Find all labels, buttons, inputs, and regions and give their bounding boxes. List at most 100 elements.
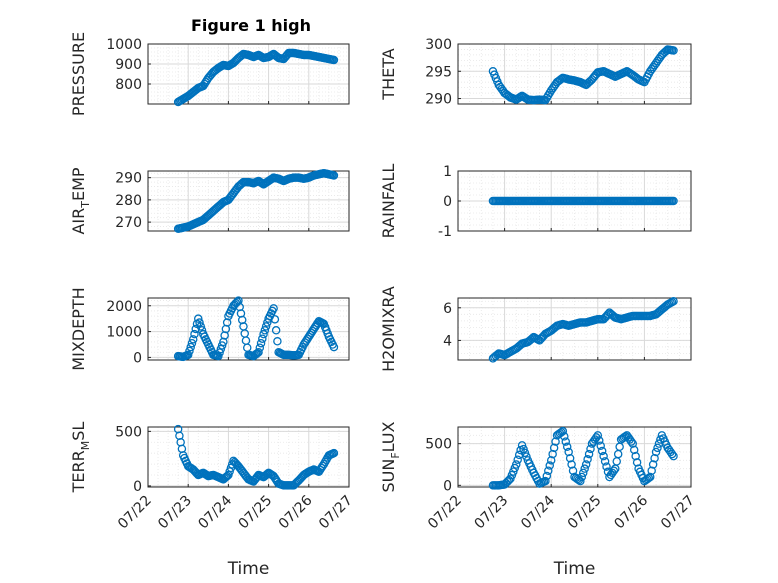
data-point — [576, 318, 585, 327]
data-point — [309, 324, 319, 334]
data-point — [225, 467, 234, 476]
data-point — [611, 313, 620, 322]
data-point — [541, 95, 550, 105]
data-point — [324, 170, 334, 179]
x-tick-label: 07/23 — [472, 493, 512, 533]
data-point — [551, 437, 560, 446]
data-point — [648, 460, 658, 469]
data-point — [319, 168, 329, 178]
data-point — [229, 301, 238, 310]
data-point — [199, 215, 208, 225]
data-point — [597, 446, 607, 456]
data-point — [209, 350, 218, 360]
data-point — [593, 431, 603, 440]
data-point — [193, 470, 203, 480]
data-point — [188, 465, 198, 474]
data-point — [541, 476, 550, 486]
data-point — [602, 462, 611, 471]
y-tick-label: 0 — [443, 194, 452, 210]
data-point — [329, 342, 339, 352]
data-point — [195, 318, 204, 327]
data-point — [546, 86, 556, 95]
data-point — [204, 211, 213, 220]
data-point — [640, 77, 649, 87]
y-axis-label: TERRMSL — [69, 422, 92, 494]
data-point — [634, 196, 643, 206]
data-point — [204, 471, 213, 481]
data-point — [229, 58, 238, 68]
data-point — [562, 442, 572, 452]
data-point — [304, 467, 314, 476]
data-point — [593, 196, 603, 206]
data-point — [185, 346, 194, 356]
data-point — [494, 481, 504, 490]
data-point — [558, 319, 568, 329]
data-point — [640, 311, 649, 321]
data-point — [239, 322, 248, 331]
data-point — [663, 196, 672, 206]
x-tick-label: 07/25 — [565, 493, 605, 533]
y-tick-label: 2000 — [106, 299, 142, 315]
data-point — [204, 73, 213, 83]
data-point — [616, 196, 626, 206]
data-point — [193, 83, 203, 93]
data-point — [600, 457, 610, 466]
axes-box — [147, 43, 350, 105]
data-point — [512, 95, 521, 104]
data-point — [324, 451, 334, 460]
data-point — [570, 319, 579, 329]
data-point — [552, 77, 562, 87]
data-point — [544, 466, 553, 475]
data-point — [645, 196, 655, 206]
data-point — [319, 459, 329, 469]
data-point — [522, 452, 531, 461]
y-tick-label: -1 — [438, 224, 452, 240]
y-tick-label: 500 — [425, 437, 452, 453]
data-point — [520, 448, 530, 458]
data-point — [234, 462, 243, 471]
data-point — [593, 314, 603, 324]
data-point — [255, 343, 265, 352]
data-point — [309, 51, 319, 61]
axes-box — [457, 426, 692, 488]
data-point — [244, 50, 253, 60]
data-point — [199, 81, 208, 91]
data-point — [224, 470, 233, 480]
data-point — [651, 310, 661, 319]
data-point — [196, 322, 206, 331]
data-point — [506, 474, 515, 483]
data-point — [558, 196, 568, 206]
data-point — [329, 55, 339, 65]
y-axis-label: AIRTEMP — [69, 167, 92, 234]
data-point — [261, 322, 271, 331]
data-point — [622, 67, 632, 76]
data-point — [512, 460, 521, 469]
axes-box — [147, 170, 350, 232]
data-point — [319, 53, 329, 63]
data-point — [289, 173, 298, 182]
data-point — [587, 75, 597, 84]
data-point — [651, 447, 661, 457]
data-point — [611, 464, 620, 473]
data-point — [319, 319, 329, 329]
y-tick-label: 1000 — [106, 325, 142, 341]
data-point — [640, 196, 649, 206]
data-point — [628, 439, 638, 448]
x-tick-label: 07/26 — [611, 492, 651, 532]
data-point — [517, 196, 527, 206]
data-point — [314, 170, 324, 179]
data-point — [494, 196, 504, 206]
data-point — [599, 314, 608, 324]
data-point — [294, 476, 303, 485]
data-point — [178, 451, 188, 460]
data-point — [517, 339, 527, 348]
data-point — [593, 68, 603, 77]
data-point — [622, 313, 632, 322]
data-point — [324, 54, 334, 64]
subplot-4: -1 0 1 RAINFALL — [379, 164, 692, 240]
data-point — [270, 315, 280, 324]
data-point — [523, 337, 533, 347]
y-tick-label: 4 — [443, 333, 452, 349]
data-point — [216, 344, 226, 354]
